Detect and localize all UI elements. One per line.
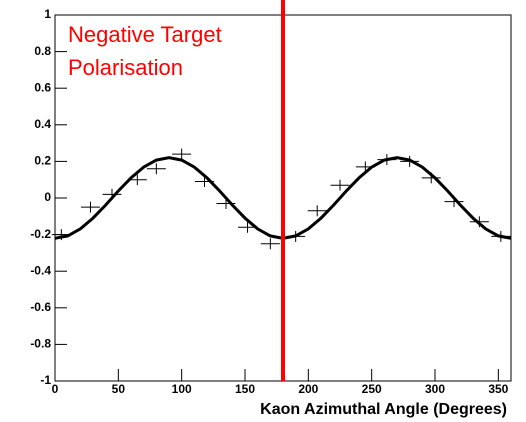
- y-tick-label: -0.8: [30, 337, 51, 351]
- x-tick-label: 200: [298, 382, 318, 396]
- x-tick-label: 0: [52, 382, 59, 396]
- x-tick-label: 100: [172, 382, 192, 396]
- y-tick-label: -1: [40, 373, 51, 387]
- x-tick-label: 250: [362, 382, 382, 396]
- annotation: Negative Target: [68, 22, 222, 47]
- y-tick-label: 0.2: [34, 154, 51, 168]
- y-tick-label: 0.8: [34, 44, 51, 58]
- x-tick-label: 50: [112, 382, 126, 396]
- x-tick-label: 300: [425, 382, 445, 396]
- y-tick-label: -0.2: [30, 227, 51, 241]
- y-tick-label: 0.4: [34, 117, 51, 131]
- y-tick-label: 1: [44, 7, 51, 21]
- y-tick-label: -0.6: [30, 300, 51, 314]
- annotation: Polarisation: [68, 55, 183, 80]
- y-tick-label: 0: [44, 190, 51, 204]
- y-tick-label: 0.6: [34, 80, 51, 94]
- y-tick-label: -0.4: [30, 263, 51, 277]
- x-axis-label: Kaon Azimuthal Angle (Degrees): [260, 401, 507, 418]
- x-tick-label: 150: [235, 382, 255, 396]
- x-tick-label: 350: [488, 382, 508, 396]
